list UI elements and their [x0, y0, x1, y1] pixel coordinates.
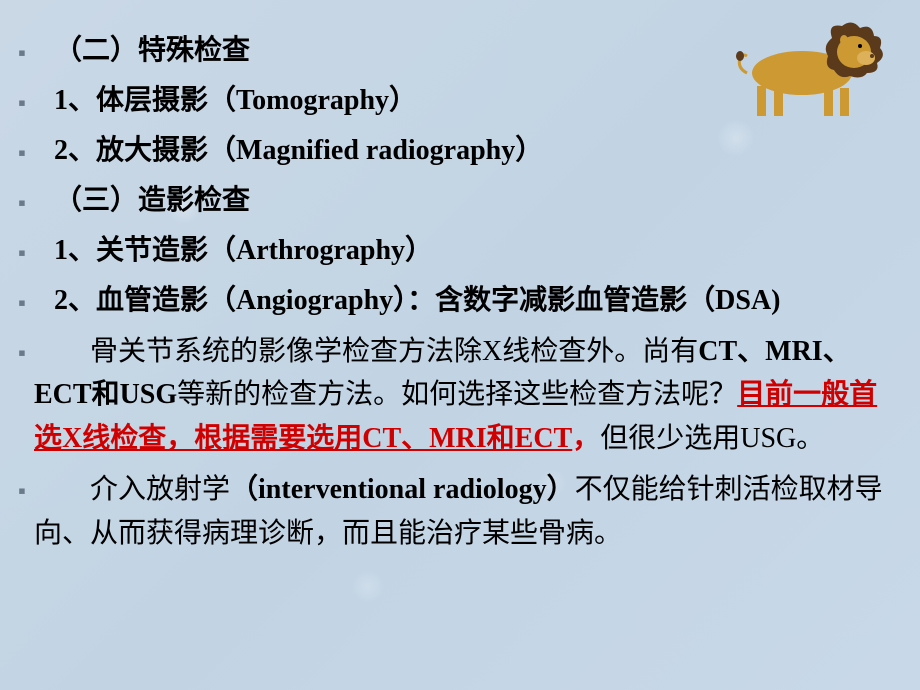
- text-latin: （interventional radiology）: [230, 474, 575, 505]
- bullet-icon: ▪: [10, 180, 34, 219]
- para-body: 介入放射学（interventional radiology）不仅能给针刺活检取…: [34, 468, 900, 555]
- line-3: ▪ 2、放大摄影（Magnified radiography）: [10, 130, 900, 172]
- text-latin: （Angiography）：含数字减影血管造影（DSA): [208, 285, 780, 316]
- text: 介入放射学: [90, 474, 230, 505]
- bullet-icon: ▪: [10, 130, 34, 169]
- item-arthrography: 1、关节造影（Arthrography）: [34, 230, 900, 272]
- bullet-icon: ▪: [10, 230, 34, 269]
- para-body: 骨关节系统的影像学检查方法除X线检查外。尚有CT、MRI、ECT和USG等新的检…: [34, 330, 900, 460]
- heading-3: （三）造影检查: [34, 180, 900, 222]
- paragraph-1: ▪ 骨关节系统的影像学检查方法除X线检查外。尚有CT、MRI、ECT和USG等新…: [10, 330, 900, 460]
- paragraph-2: ▪ 介入放射学（interventional radiology）不仅能给针刺活…: [10, 468, 900, 555]
- text-latin: （Tomography）: [208, 85, 417, 116]
- line-4: ▪ （三）造影检查: [10, 180, 900, 222]
- text: 骨关节系统的影像学检查方法除X线检查外。尚有: [90, 336, 698, 367]
- item-angiography: 2、血管造影（Angiography）：含数字减影血管造影（DSA): [34, 280, 900, 322]
- lion-icon: [732, 18, 892, 128]
- text: 但很少选用USG。: [600, 423, 824, 454]
- text-latin: （Magnified radiography）: [208, 135, 543, 166]
- bullet-icon: ▪: [10, 30, 34, 69]
- text: 2、放大摄影: [54, 135, 208, 166]
- bullet-icon: ▪: [10, 280, 34, 319]
- text: 1、关节造影: [54, 235, 208, 266]
- line-6: ▪ 2、血管造影（Angiography）：含数字减影血管造影（DSA): [10, 280, 900, 322]
- bullet-icon: ▪: [10, 468, 34, 507]
- text: 1、体层摄影: [54, 85, 208, 116]
- bullet-icon: ▪: [10, 330, 34, 369]
- text-latin: （Arthrography）: [208, 235, 433, 266]
- line-5: ▪ 1、关节造影（Arthrography）: [10, 230, 900, 272]
- text: 等新的检查方法。如何选择这些检查方法呢？: [177, 379, 737, 410]
- text: 2、血管造影: [54, 285, 208, 316]
- bullet-icon: ▪: [10, 80, 34, 119]
- item-magnified: 2、放大摄影（Magnified radiography）: [34, 130, 900, 172]
- text: ，: [572, 423, 600, 454]
